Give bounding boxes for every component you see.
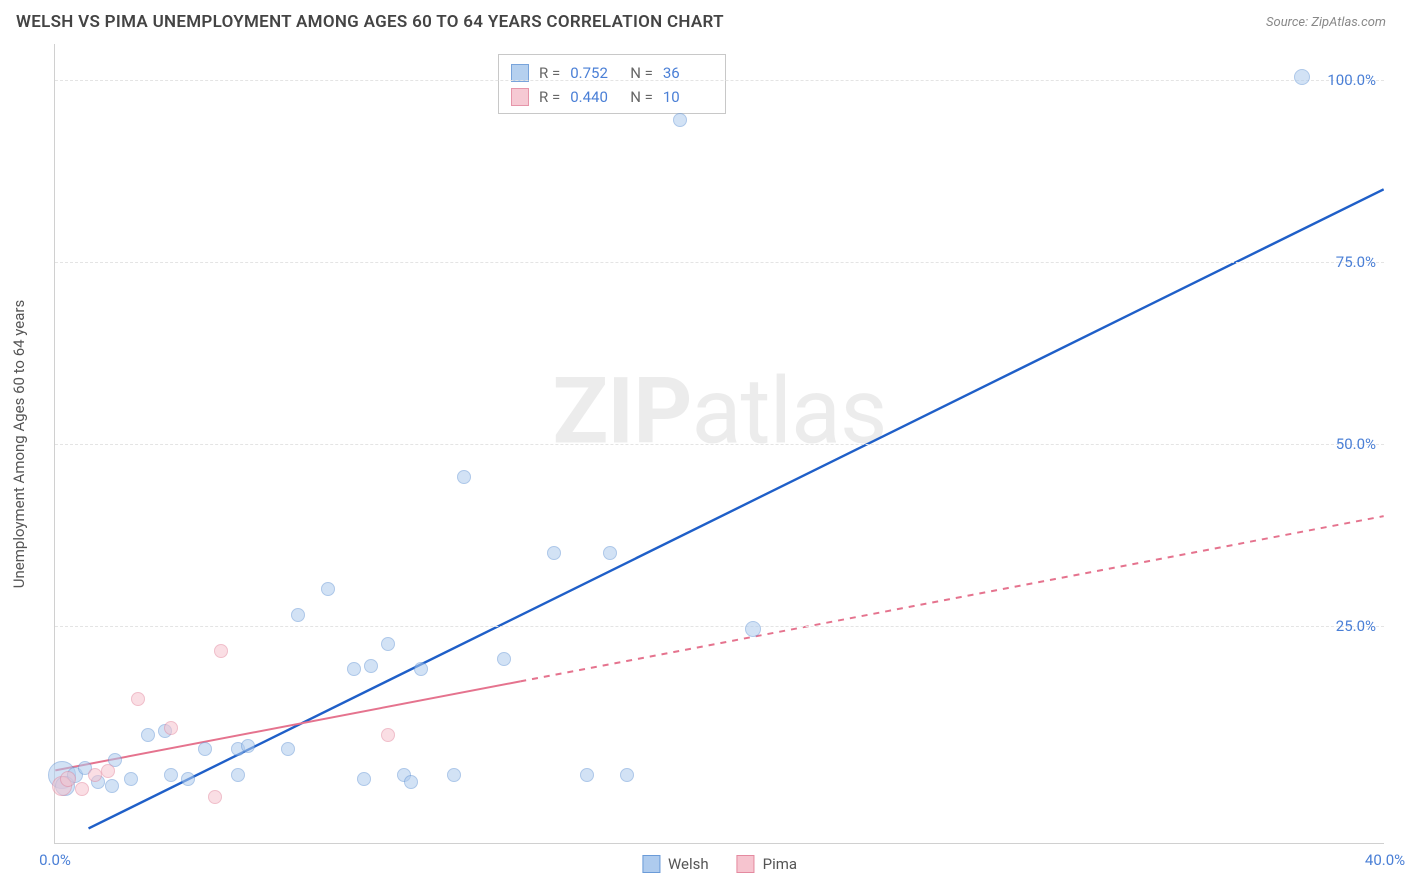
legend-swatch bbox=[511, 64, 529, 82]
data-point bbox=[208, 790, 222, 804]
data-point bbox=[447, 768, 461, 782]
legend-label: Welsh bbox=[668, 855, 709, 873]
stat-r-value: 0.440 bbox=[570, 85, 620, 109]
data-point bbox=[457, 470, 471, 484]
chart-title: WELSH VS PIMA UNEMPLOYMENT AMONG AGES 60… bbox=[16, 12, 724, 32]
data-point bbox=[141, 728, 155, 742]
legend-stats-box: R = 0.752 N = 36 R = 0.440 N = 10 bbox=[498, 54, 726, 114]
data-point bbox=[381, 728, 395, 742]
data-point bbox=[214, 644, 228, 658]
watermark-zip: ZIP bbox=[552, 358, 691, 465]
data-point bbox=[404, 775, 418, 789]
data-point bbox=[745, 621, 761, 637]
watermark: ZIPatlas bbox=[552, 358, 886, 465]
data-point bbox=[164, 768, 178, 782]
legend-stats-row: R = 0.440 N = 10 bbox=[511, 85, 713, 109]
legend-bottom: Welsh Pima bbox=[642, 855, 797, 873]
legend-swatch bbox=[737, 855, 755, 873]
x-tick-label: 0.0% bbox=[39, 851, 71, 869]
y-tick-label: 50.0% bbox=[1336, 435, 1376, 453]
data-point bbox=[198, 742, 212, 756]
data-point bbox=[673, 113, 687, 127]
data-point bbox=[291, 608, 305, 622]
source-label: Source: ZipAtlas.com bbox=[1266, 15, 1386, 30]
data-point bbox=[414, 662, 428, 676]
data-point bbox=[241, 739, 255, 753]
data-point bbox=[321, 582, 335, 596]
y-axis-title: Unemployment Among Ages 60 to 64 years bbox=[10, 299, 28, 587]
data-point bbox=[88, 768, 102, 782]
data-point bbox=[1294, 69, 1310, 85]
chart-header: WELSH VS PIMA UNEMPLOYMENT AMONG AGES 60… bbox=[0, 0, 1406, 40]
data-point bbox=[347, 662, 361, 676]
data-point bbox=[357, 772, 371, 786]
data-point bbox=[603, 546, 617, 560]
data-point bbox=[101, 764, 115, 778]
legend-label: Pima bbox=[763, 855, 797, 873]
data-point bbox=[547, 546, 561, 560]
data-point bbox=[124, 772, 138, 786]
plot-area: Unemployment Among Ages 60 to 64 years Z… bbox=[54, 44, 1384, 844]
y-tick-label: 25.0% bbox=[1336, 617, 1376, 635]
data-point bbox=[131, 692, 145, 706]
stat-n-value: 10 bbox=[663, 85, 713, 109]
data-point bbox=[620, 768, 634, 782]
data-point bbox=[60, 771, 76, 787]
legend-item: Welsh bbox=[642, 855, 709, 873]
stat-r-label: R = bbox=[539, 85, 560, 109]
y-tick-label: 100.0% bbox=[1327, 71, 1376, 89]
data-point bbox=[580, 768, 594, 782]
stat-n-value: 36 bbox=[663, 61, 713, 85]
stat-r-label: R = bbox=[539, 61, 560, 85]
data-point bbox=[105, 779, 119, 793]
legend-swatch bbox=[511, 88, 529, 106]
data-point bbox=[381, 637, 395, 651]
data-point bbox=[281, 742, 295, 756]
legend-item: Pima bbox=[737, 855, 797, 873]
watermark-atlas: atlas bbox=[692, 358, 887, 465]
grid-line bbox=[55, 626, 1384, 627]
correlation-chart: Unemployment Among Ages 60 to 64 years Z… bbox=[54, 44, 1384, 844]
data-point bbox=[497, 652, 511, 666]
data-point bbox=[231, 768, 245, 782]
stat-n-label: N = bbox=[630, 85, 653, 109]
x-tick-label: 40.0% bbox=[1365, 851, 1405, 869]
y-tick-label: 75.0% bbox=[1336, 253, 1376, 271]
grid-line bbox=[55, 262, 1384, 263]
stat-n-label: N = bbox=[630, 61, 653, 85]
grid-line bbox=[55, 80, 1384, 81]
data-point bbox=[75, 782, 89, 796]
stat-r-value: 0.752 bbox=[570, 61, 620, 85]
legend-stats-row: R = 0.752 N = 36 bbox=[511, 61, 713, 85]
legend-swatch bbox=[642, 855, 660, 873]
data-point bbox=[364, 659, 378, 673]
data-point bbox=[164, 721, 178, 735]
data-point bbox=[181, 772, 195, 786]
grid-line bbox=[55, 444, 1384, 445]
